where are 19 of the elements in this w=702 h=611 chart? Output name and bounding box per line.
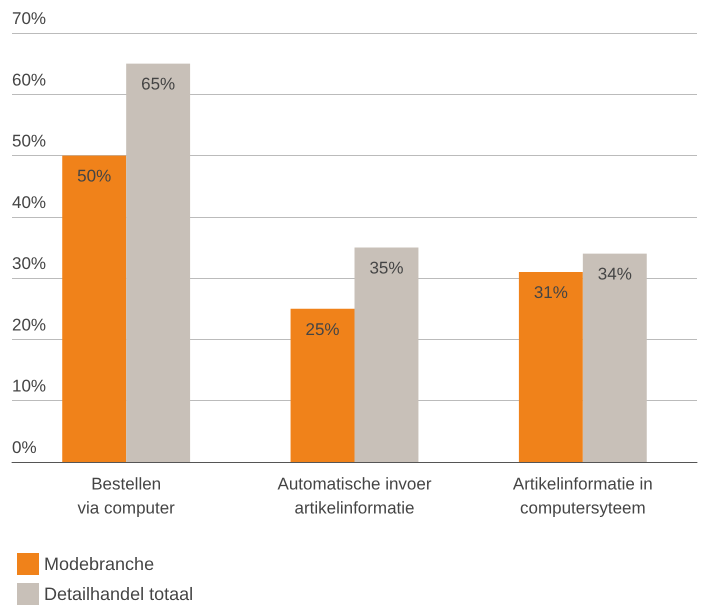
data-label: 25% bbox=[306, 320, 340, 339]
y-tick-label: 20% bbox=[12, 315, 46, 334]
y-tick-label: 0% bbox=[12, 438, 37, 457]
data-label: 65% bbox=[141, 74, 176, 94]
y-tick-label: 40% bbox=[12, 192, 46, 212]
data-label: 50% bbox=[77, 166, 112, 186]
x-tick-label: Artikelinformatie in computersyteem bbox=[512, 474, 653, 518]
y-tick-label: 50% bbox=[12, 132, 46, 151]
y-tick-label: 10% bbox=[12, 376, 46, 396]
legend-label: Modebranche bbox=[44, 554, 154, 574]
data-label: 35% bbox=[369, 258, 404, 278]
x-tick-label: Automatische invoer artikelinformatie bbox=[277, 474, 432, 518]
x-tick-label: Bestellen via computer bbox=[78, 474, 176, 518]
y-tick-label: 30% bbox=[12, 254, 46, 274]
y-tick-label: 60% bbox=[12, 70, 46, 90]
y-tick-label: 70% bbox=[12, 9, 46, 28]
data-label: 34% bbox=[598, 264, 632, 284]
data-label: 31% bbox=[534, 283, 568, 302]
legend-label: Detailhandel totaal bbox=[44, 584, 194, 604]
